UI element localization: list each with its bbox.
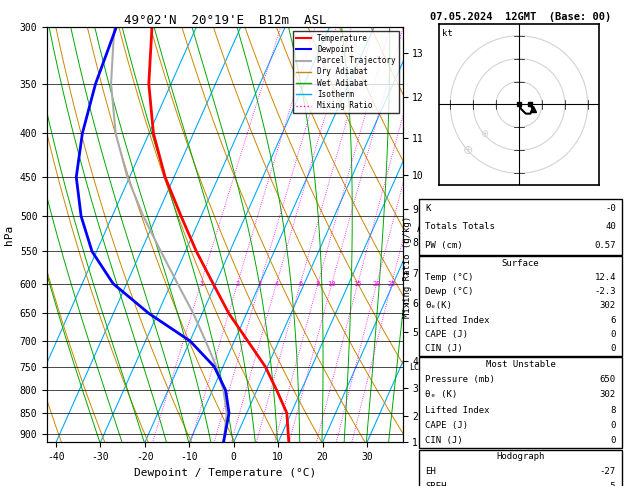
Text: 1: 1 [199, 281, 203, 287]
Text: 4: 4 [274, 281, 279, 287]
Text: 6: 6 [298, 281, 303, 287]
Text: Mixing Ratio (g/kg): Mixing Ratio (g/kg) [403, 216, 412, 318]
Text: CAPE (J): CAPE (J) [425, 421, 468, 430]
Text: 6: 6 [611, 316, 616, 325]
Text: 15: 15 [353, 281, 362, 287]
Text: 25: 25 [387, 281, 396, 287]
Text: 07.05.2024  12GMT  (Base: 00): 07.05.2024 12GMT (Base: 00) [430, 12, 611, 22]
X-axis label: Dewpoint / Temperature (°C): Dewpoint / Temperature (°C) [134, 468, 316, 478]
Text: 3: 3 [258, 281, 262, 287]
Text: K: K [425, 204, 430, 212]
Text: 2: 2 [235, 281, 240, 287]
Text: 20: 20 [372, 281, 381, 287]
Text: θₑ (K): θₑ (K) [425, 390, 457, 399]
Text: θₑ(K): θₑ(K) [425, 301, 452, 311]
Title: 49°02'N  20°19'E  B12m  ASL: 49°02'N 20°19'E B12m ASL [124, 14, 326, 27]
Text: Lifted Index: Lifted Index [425, 405, 489, 415]
Text: -5: -5 [605, 482, 616, 486]
Text: -0: -0 [605, 204, 616, 212]
Text: 650: 650 [600, 375, 616, 384]
Bar [418, 256, 623, 356]
Y-axis label: hPa: hPa [4, 225, 14, 244]
Text: Dewp (°C): Dewp (°C) [425, 287, 474, 296]
Text: PW (cm): PW (cm) [425, 241, 463, 250]
Text: Pressure (mb): Pressure (mb) [425, 375, 495, 384]
Text: kt: kt [442, 29, 453, 38]
Text: Most Unstable: Most Unstable [486, 360, 555, 369]
Text: 8: 8 [611, 405, 616, 415]
Bar [418, 357, 623, 448]
Text: 40: 40 [605, 222, 616, 231]
Text: CIN (J): CIN (J) [425, 344, 463, 353]
Text: 302: 302 [600, 390, 616, 399]
Text: ⊕: ⊕ [481, 129, 489, 139]
Text: -2.3: -2.3 [594, 287, 616, 296]
Text: 12.4: 12.4 [594, 273, 616, 282]
Text: Totals Totals: Totals Totals [425, 222, 495, 231]
Text: EH: EH [425, 467, 436, 476]
Text: 0: 0 [611, 421, 616, 430]
Bar [418, 450, 623, 486]
Y-axis label: km
ASL: km ASL [416, 213, 434, 235]
Bar [418, 199, 623, 255]
Text: 0: 0 [611, 330, 616, 339]
Text: Surface: Surface [502, 259, 539, 268]
Text: Lifted Index: Lifted Index [425, 316, 489, 325]
Text: 10: 10 [328, 281, 336, 287]
Text: 0: 0 [611, 436, 616, 445]
Text: SREH: SREH [425, 482, 447, 486]
Text: Hodograph: Hodograph [496, 452, 545, 461]
Text: -27: -27 [600, 467, 616, 476]
Text: 302: 302 [600, 301, 616, 311]
Text: ⊕: ⊕ [464, 144, 474, 157]
Text: 0: 0 [611, 344, 616, 353]
Text: CIN (J): CIN (J) [425, 436, 463, 445]
Legend: Temperature, Dewpoint, Parcel Trajectory, Dry Adiabat, Wet Adiabat, Isotherm, Mi: Temperature, Dewpoint, Parcel Trajectory… [292, 31, 399, 113]
Text: 0.57: 0.57 [594, 241, 616, 250]
Text: LCL: LCL [409, 363, 425, 372]
Text: 8: 8 [316, 281, 320, 287]
Text: CAPE (J): CAPE (J) [425, 330, 468, 339]
Text: Temp (°C): Temp (°C) [425, 273, 474, 282]
